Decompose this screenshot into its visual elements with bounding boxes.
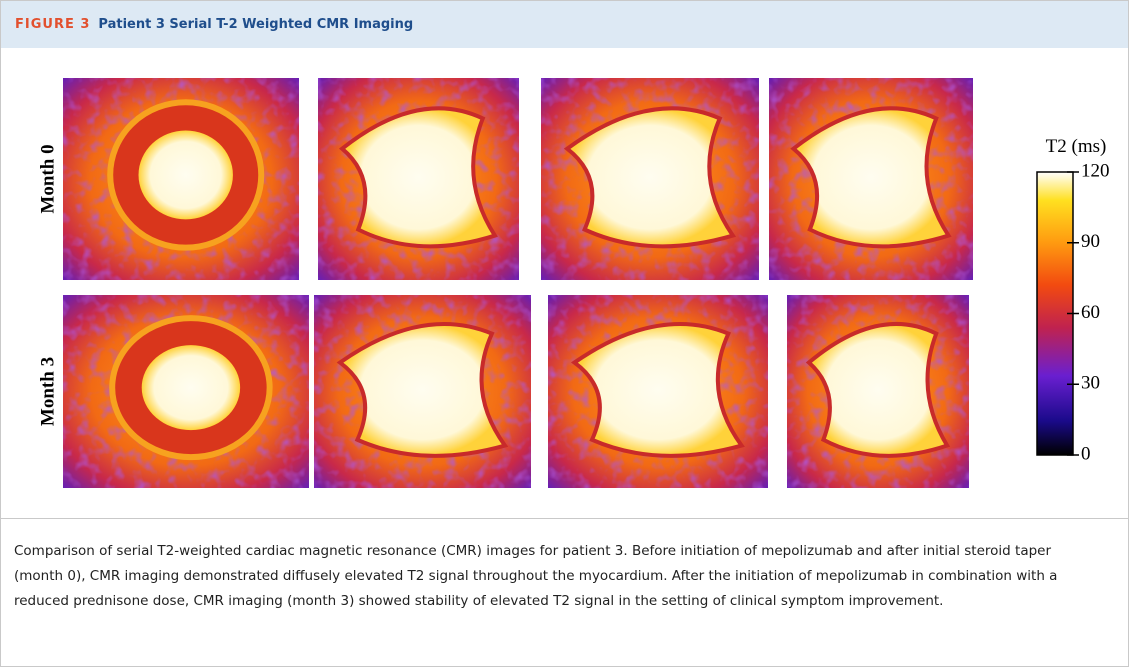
row-label: Month 0 <box>37 144 58 213</box>
colorbar-tick-label: 30 <box>1081 373 1100 394</box>
figure-page: FIGURE 3 Patient 3 Serial T-2 Weighted C… <box>0 0 1129 667</box>
colorbar-tick-label: 90 <box>1081 231 1100 252</box>
row-label: Month 3 <box>37 357 58 426</box>
mri-image <box>787 295 969 488</box>
mri-image <box>63 295 309 488</box>
mri-image <box>769 78 973 280</box>
figure-caption: Comparison of serial T2-weighted cardiac… <box>1 518 1128 614</box>
mri-image <box>548 295 768 488</box>
cavity <box>139 131 233 220</box>
figure-label: FIGURE 3 <box>15 17 90 32</box>
colorbar-tick-label: 120 <box>1081 160 1110 181</box>
mri-image <box>318 78 519 280</box>
colorbar-tick-label: 60 <box>1081 302 1100 323</box>
figure-title: Patient 3 Serial T-2 Weighted CMR Imagin… <box>98 17 413 32</box>
figure-header: FIGURE 3 Patient 3 Serial T-2 Weighted C… <box>1 1 1128 48</box>
colorbar-title: T2 (ms) <box>1046 136 1107 157</box>
figure-panel: T2 (ms) 0 30 60 90 120 Month 0 Month 3 <box>1 48 1128 518</box>
mri-image <box>541 78 759 280</box>
mri-image <box>63 78 299 280</box>
colorbar-tick-label: 0 <box>1081 443 1091 464</box>
mri-image <box>314 295 531 488</box>
cavity <box>142 345 240 430</box>
